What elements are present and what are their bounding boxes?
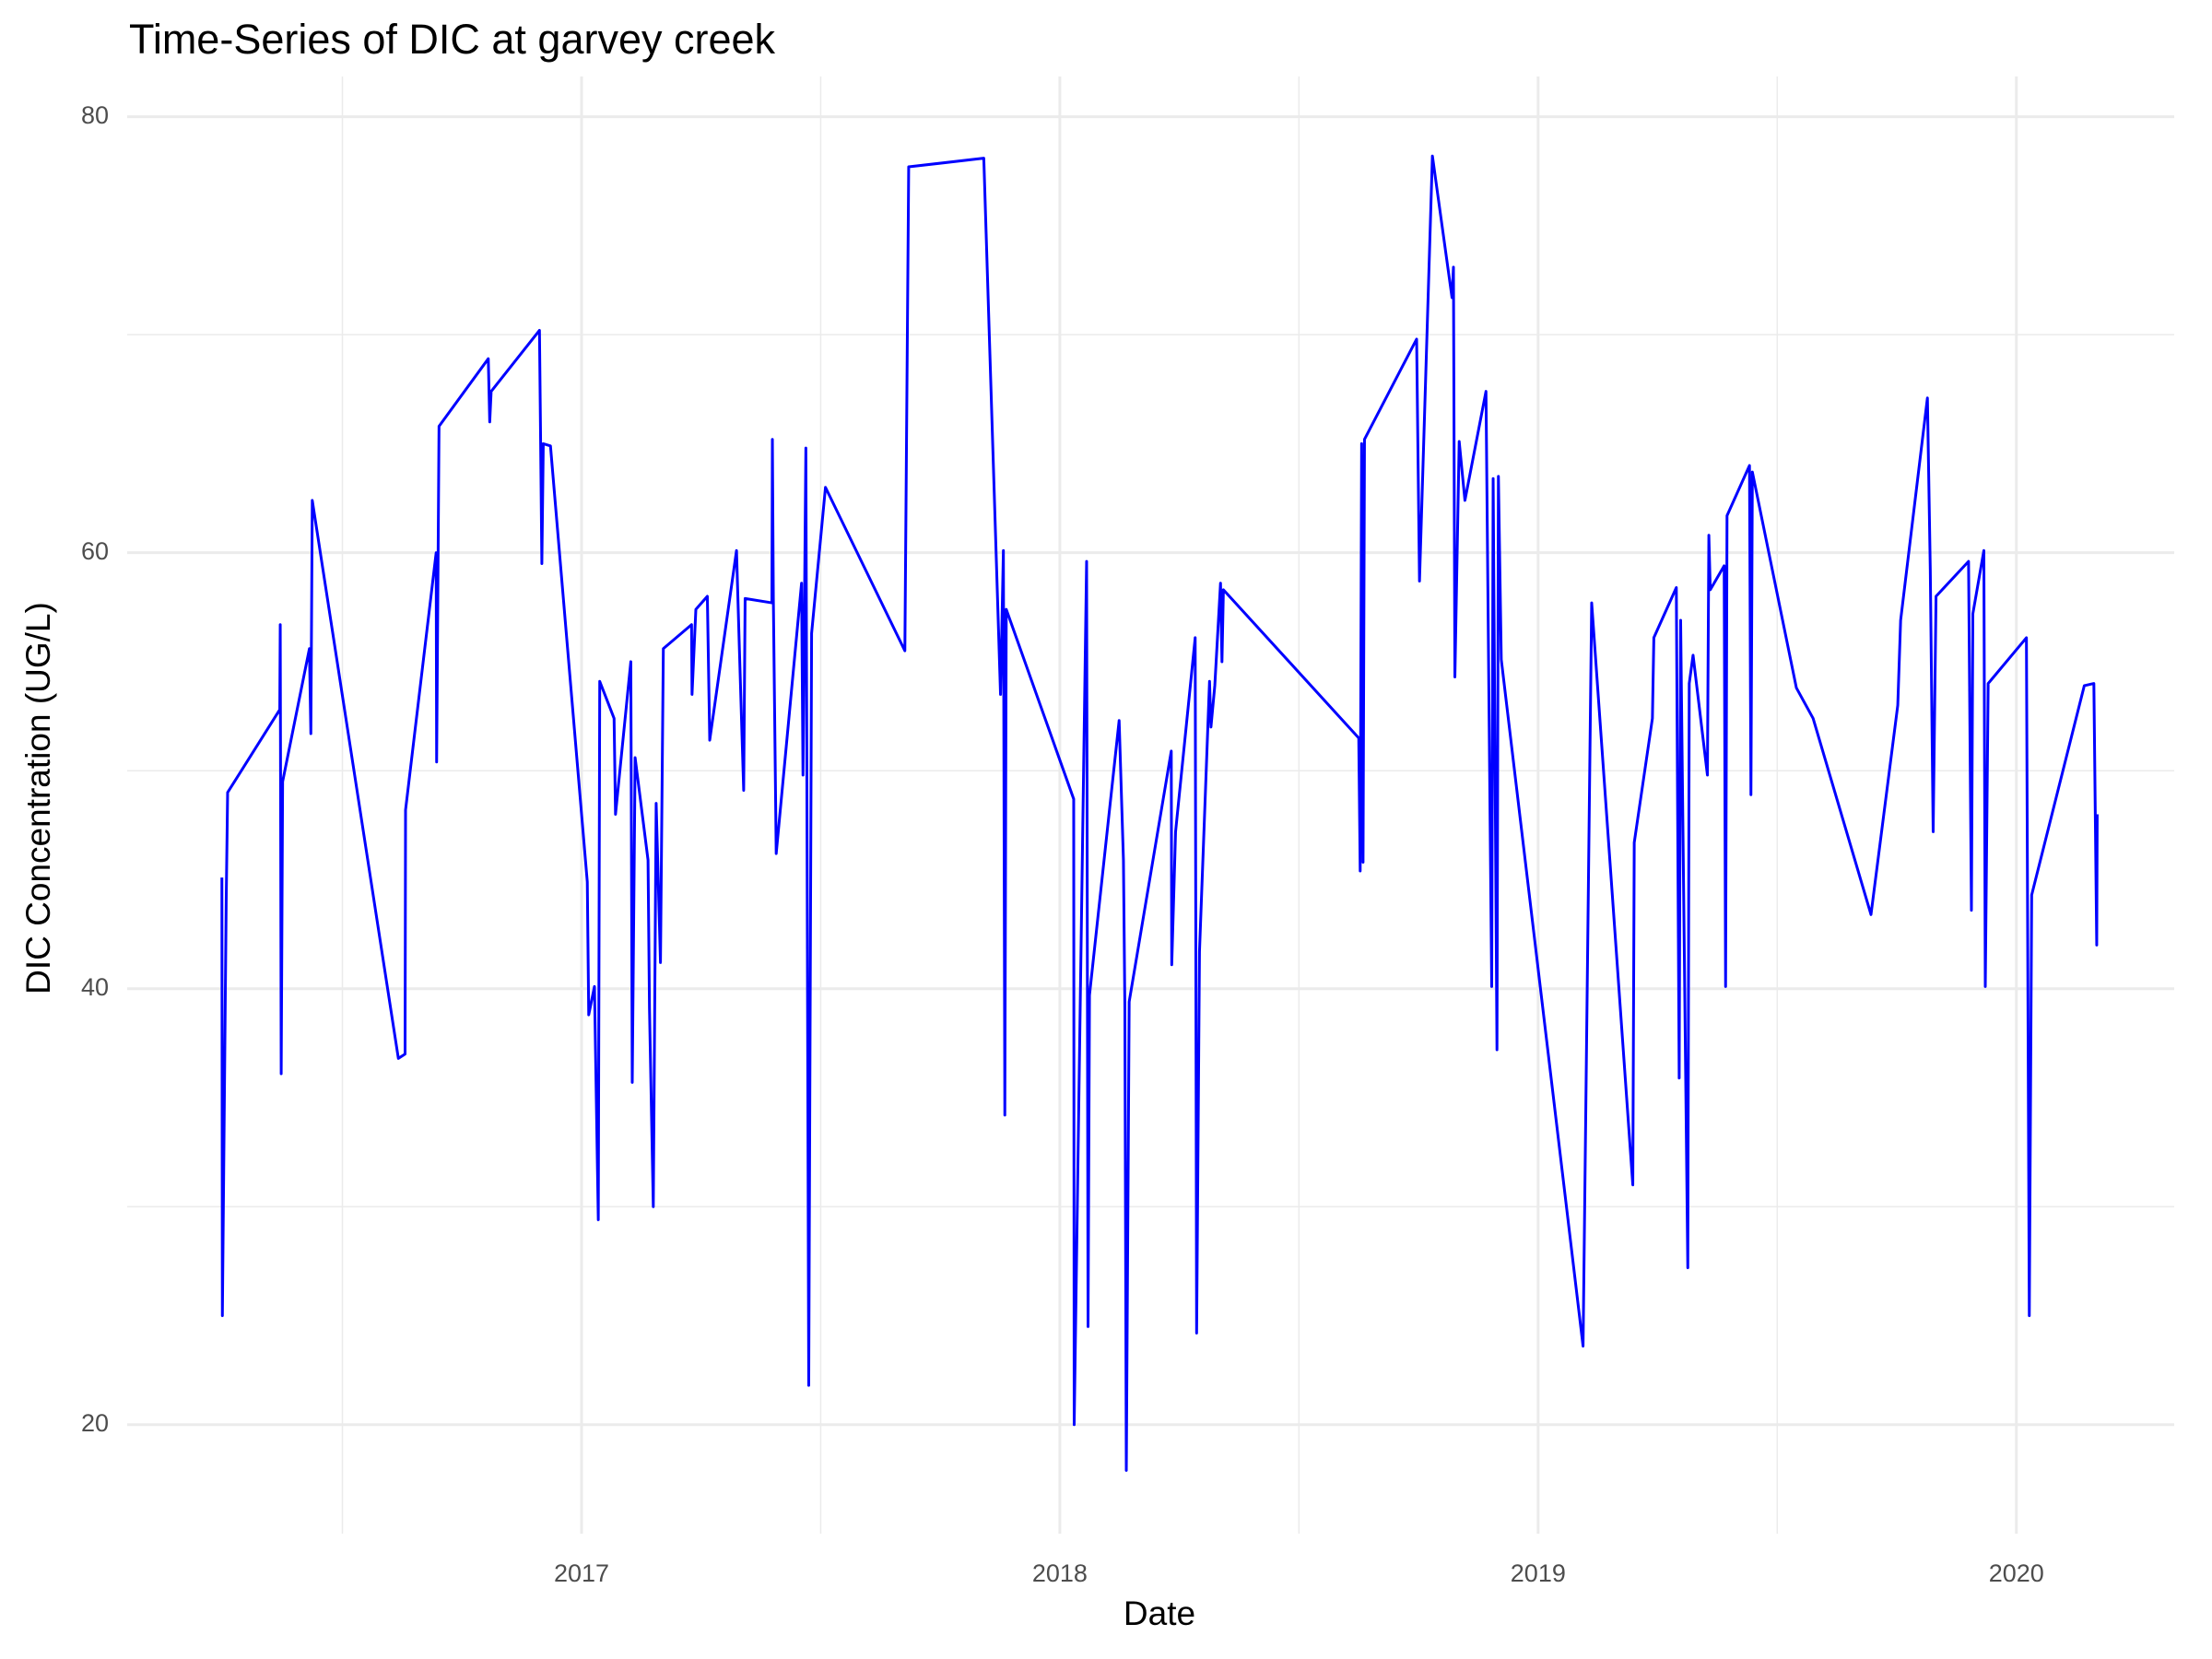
x-tick-label: 2019: [1511, 1559, 1566, 1587]
y-axis-title: DIC Concentration (UG/L): [19, 602, 57, 994]
x-tick-label: 2018: [1032, 1559, 1088, 1587]
y-tick-label: 20: [81, 1409, 109, 1437]
y-tick-label: 40: [81, 973, 109, 1001]
x-tick-label: 2017: [554, 1559, 609, 1587]
x-tick-label: 2020: [1989, 1559, 2044, 1587]
y-tick-label: 80: [81, 101, 109, 129]
data-line: [220, 154, 2099, 1472]
x-axis-title: Date: [1124, 1594, 1195, 1632]
grid: [127, 76, 2174, 1534]
y-tick-label: 60: [81, 537, 109, 565]
marks: [220, 154, 2099, 1472]
chart-title: Time-Series of DIC at garvey creek: [129, 16, 776, 63]
